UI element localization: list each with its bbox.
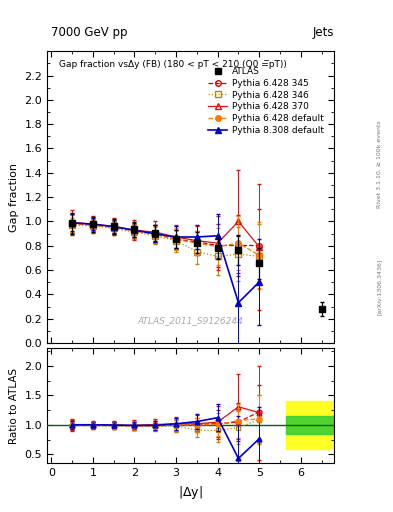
Text: ATLAS_2011_S9126244: ATLAS_2011_S9126244 bbox=[138, 316, 244, 326]
Text: Rivet 3.1.10, ≥ 100k events: Rivet 3.1.10, ≥ 100k events bbox=[377, 120, 382, 208]
Y-axis label: Gap fraction: Gap fraction bbox=[9, 163, 19, 231]
Bar bbox=[286, 401, 334, 449]
Text: Gap fraction vsΔy (FB) (180 < pT < 210 (Q0 =̅pT)): Gap fraction vsΔy (FB) (180 < pT < 210 (… bbox=[59, 60, 286, 69]
Bar bbox=[286, 416, 334, 434]
Text: Jets: Jets bbox=[312, 26, 334, 39]
Legend: ATLAS, Pythia 6.428 345, Pythia 6.428 346, Pythia 6.428 370, Pythia 6.428 defaul: ATLAS, Pythia 6.428 345, Pythia 6.428 34… bbox=[205, 65, 327, 137]
Text: 7000 GeV pp: 7000 GeV pp bbox=[51, 26, 128, 39]
Text: [arXiv:1306.3436]: [arXiv:1306.3436] bbox=[377, 259, 382, 315]
Y-axis label: Ratio to ATLAS: Ratio to ATLAS bbox=[9, 368, 19, 444]
X-axis label: |$\Delta$y|: |$\Delta$y| bbox=[178, 484, 203, 501]
